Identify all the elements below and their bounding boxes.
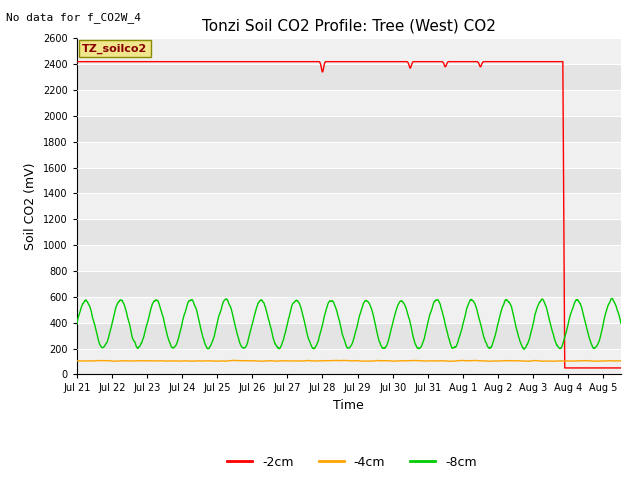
Bar — [77, 271, 621, 297]
Text: TZ_soilco2: TZ_soilco2 — [82, 44, 147, 54]
Bar — [77, 348, 621, 374]
Title: Tonzi Soil CO2 Profile: Tree (West) CO2: Tonzi Soil CO2 Profile: Tree (West) CO2 — [202, 18, 496, 33]
Bar — [77, 219, 621, 245]
Bar — [77, 38, 621, 64]
Bar — [77, 193, 621, 219]
Y-axis label: Soil CO2 (mV): Soil CO2 (mV) — [24, 163, 38, 250]
Bar — [77, 142, 621, 168]
Bar — [77, 90, 621, 116]
Bar — [77, 168, 621, 193]
Text: No data for f_CO2W_4: No data for f_CO2W_4 — [6, 12, 141, 23]
Bar — [77, 323, 621, 348]
Bar — [77, 116, 621, 142]
Bar — [77, 297, 621, 323]
X-axis label: Time: Time — [333, 399, 364, 412]
Bar — [77, 245, 621, 271]
Legend: -2cm, -4cm, -8cm: -2cm, -4cm, -8cm — [222, 451, 482, 474]
Bar — [77, 64, 621, 90]
